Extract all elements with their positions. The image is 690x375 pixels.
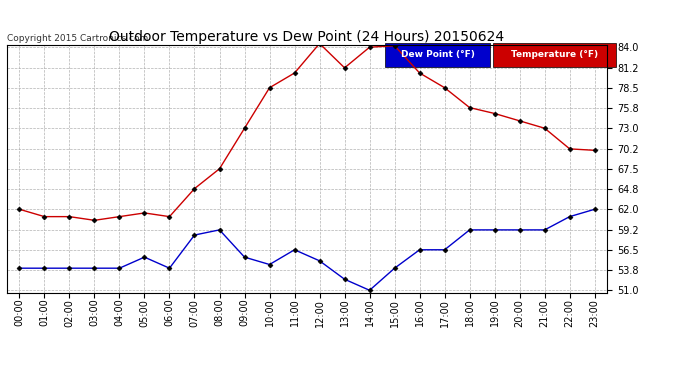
Title: Outdoor Temperature vs Dew Point (24 Hours) 20150624: Outdoor Temperature vs Dew Point (24 Hou… xyxy=(110,30,504,44)
FancyBboxPatch shape xyxy=(493,42,616,67)
FancyBboxPatch shape xyxy=(385,42,490,67)
Text: Dew Point (°F): Dew Point (°F) xyxy=(401,50,475,59)
Text: Temperature (°F): Temperature (°F) xyxy=(511,50,598,59)
Text: Copyright 2015 Cartronics.com: Copyright 2015 Cartronics.com xyxy=(7,33,148,42)
